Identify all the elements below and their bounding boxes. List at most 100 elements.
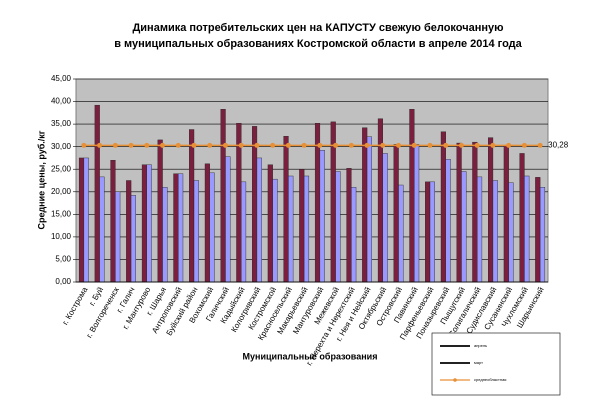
- line-marker: [112, 142, 118, 148]
- line-marker: [443, 142, 449, 148]
- legend-label: среднеобластная: [474, 377, 506, 382]
- bar: [220, 109, 226, 283]
- legend-label: апрель: [474, 343, 487, 348]
- bar: [346, 168, 352, 283]
- bar: [173, 173, 179, 283]
- bar: [78, 157, 85, 283]
- bar: [189, 129, 195, 283]
- y-tick-label: 25,00: [51, 164, 72, 173]
- bar: [461, 171, 467, 283]
- bar: [99, 176, 105, 283]
- line-marker: [97, 142, 103, 148]
- bar: [162, 187, 168, 283]
- bar: [492, 180, 498, 283]
- line-marker: [333, 142, 339, 148]
- line-marker: [207, 142, 213, 148]
- bar: [272, 178, 278, 283]
- bar: [126, 180, 132, 283]
- bar: [157, 139, 163, 283]
- line-marker: [537, 142, 543, 148]
- bar: [488, 137, 494, 283]
- bar: [193, 180, 199, 283]
- bar: [414, 144, 420, 283]
- bar: [283, 136, 289, 283]
- bar: [83, 157, 89, 283]
- line-marker: [254, 142, 260, 148]
- bar: [110, 159, 116, 283]
- y-tick-label: 35,00: [51, 119, 72, 128]
- bar: [267, 164, 273, 283]
- y-tick-label: 20,00: [51, 187, 72, 196]
- bar: [456, 142, 462, 283]
- line-marker: [285, 142, 291, 148]
- bar: [178, 173, 184, 283]
- bar: [539, 187, 546, 283]
- y-tick-label: 45,00: [51, 74, 72, 83]
- bar: [130, 195, 136, 283]
- bar: [204, 163, 210, 283]
- y-tick-label: 5,00: [55, 255, 71, 264]
- y-tick-label: 0,00: [55, 277, 71, 286]
- bar: [94, 104, 100, 283]
- legend-swatch: [453, 378, 457, 382]
- bar: [299, 169, 305, 283]
- x-axis-title: Муниципальные образования: [243, 351, 378, 361]
- bar: [477, 176, 483, 283]
- line-marker: [270, 142, 276, 148]
- bar: [256, 157, 262, 283]
- line-marker: [427, 142, 433, 148]
- x-tick-label: г. Кострома: [61, 285, 90, 326]
- bar: [535, 177, 541, 283]
- chart-title: Динамика потребительских цен на КАПУСТУ …: [132, 22, 503, 34]
- line-marker: [175, 142, 181, 148]
- data-label: 30,28: [548, 141, 569, 150]
- bar: [425, 181, 431, 283]
- line-marker: [301, 142, 307, 148]
- line-marker: [238, 142, 244, 148]
- bar: [366, 136, 372, 283]
- line-marker: [364, 142, 370, 148]
- bar: [508, 182, 514, 283]
- bar: [472, 141, 478, 283]
- line-marker: [191, 142, 197, 148]
- y-axis-title: Средние цены, руб./кг: [36, 130, 46, 229]
- bar: [115, 191, 121, 283]
- bar: [398, 184, 404, 283]
- y-tick-label: 30,00: [51, 142, 72, 151]
- line-marker: [411, 142, 417, 148]
- bar: [440, 131, 446, 283]
- line-marker: [348, 142, 354, 148]
- bar: [351, 187, 357, 283]
- bar: [225, 156, 231, 283]
- y-tick-label: 15,00: [51, 209, 72, 218]
- plot-area: [75, 78, 549, 283]
- bar: [146, 164, 152, 283]
- bar: [503, 145, 509, 283]
- bar: [445, 159, 451, 283]
- line-marker: [222, 142, 228, 148]
- line-marker: [160, 142, 166, 148]
- bar: [382, 153, 388, 283]
- bar: [409, 109, 415, 283]
- line-marker: [81, 142, 87, 148]
- line-marker: [458, 142, 464, 148]
- bar: [524, 175, 530, 283]
- bar: [303, 175, 310, 283]
- bar: [429, 181, 435, 283]
- bar: [335, 171, 341, 283]
- bar: [141, 164, 148, 283]
- y-tick-label: 40,00: [51, 97, 72, 106]
- line-marker: [317, 142, 323, 148]
- legend-label: март: [474, 360, 483, 365]
- bar: [319, 150, 325, 283]
- bar: [362, 127, 368, 283]
- line-marker: [380, 142, 386, 148]
- bar: [252, 126, 258, 283]
- bar: [209, 172, 215, 283]
- bar: [393, 144, 399, 283]
- bar: [519, 153, 525, 283]
- bar: [288, 175, 294, 283]
- line-marker: [506, 142, 512, 148]
